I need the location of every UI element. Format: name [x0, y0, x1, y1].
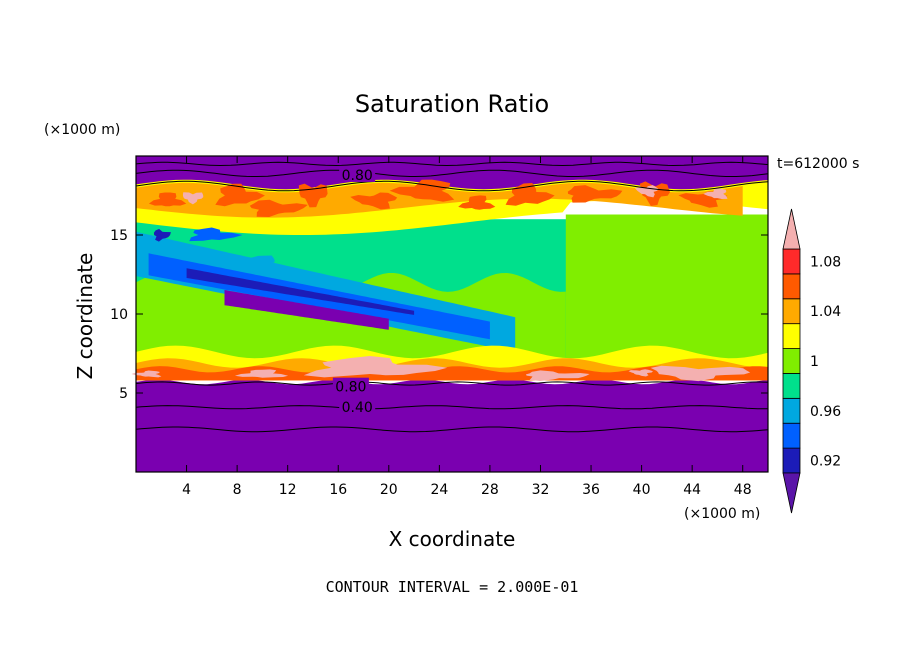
moist-pink-patch: [703, 188, 728, 199]
contour-line-lower: [135, 426, 769, 433]
moist-red-patch: [148, 192, 187, 207]
moist-red-patch: [350, 192, 398, 210]
contour-line-upper: [135, 161, 769, 167]
moist-red-patch: [458, 195, 496, 210]
colorbar-bin: [782, 298, 801, 325]
supersaturated-patch: [303, 356, 448, 378]
dry-blue-patch: [189, 227, 243, 242]
moist-red-patch: [215, 183, 265, 207]
x-tick-label: 12: [279, 482, 297, 498]
moist-pink-patch: [635, 185, 659, 198]
dry-streak-purple: [224, 290, 389, 330]
colorbar-bin: [782, 397, 801, 424]
contour-interval-label: CONTOUR INTERVAL = 2.000E-01: [326, 578, 579, 596]
y-tick-label: 15: [110, 228, 128, 244]
x-tick-label: 8: [233, 482, 242, 498]
colorbar: 0.92 0.96 1 1.04 1.08: [782, 208, 841, 514]
contour-line-lower: [135, 381, 769, 386]
colorbar-low-arrow: [782, 472, 801, 514]
colorbar-label: 0.96: [810, 404, 841, 420]
x-tick-label: 44: [683, 482, 701, 498]
contour-line-upper: [135, 180, 769, 192]
contour-label: 0.80: [335, 380, 366, 396]
x-axis-unit: (×1000 m): [684, 506, 760, 522]
contour-label-bg: [339, 165, 376, 182]
x-tick-label: 4: [182, 482, 191, 498]
colorbar-high-arrow: [782, 208, 801, 250]
dry-cyan-patch: [225, 255, 275, 273]
plot-area: [131, 156, 768, 472]
y-axis-unit: (×1000 m): [44, 122, 120, 138]
supersaturated-patch: [628, 369, 653, 377]
contour-line-upper: [135, 169, 769, 177]
contour-labels: 0.80 0.80 0.40: [332, 165, 376, 416]
dry-streak-navy: [186, 268, 415, 315]
y-axis-ticks: 5 10 15: [110, 228, 768, 402]
x-tick-label: 32: [532, 482, 550, 498]
lower-moist-band-red: [136, 366, 768, 381]
supersaturated-patch: [525, 370, 590, 381]
lower-dry-layer: [136, 379, 768, 472]
colorbar-bin: [782, 422, 801, 449]
moist-red-patch: [567, 185, 623, 203]
supersaturated-patch: [131, 370, 162, 378]
contour-line-lower: [135, 405, 768, 410]
moist-pink-patch: [182, 192, 204, 205]
colorbar-bin: [782, 373, 801, 399]
time-label: t=612000 s: [777, 156, 859, 172]
colorbar-label: 1.04: [810, 304, 841, 320]
x-tick-label: 24: [430, 482, 448, 498]
y-tick-label: 5: [119, 386, 128, 402]
supersaturated-patch: [650, 365, 751, 382]
x-tick-label: 40: [633, 482, 651, 498]
x-tick-label: 36: [582, 482, 600, 498]
x-axis-ticks: 4 8 12 16 20 24 28 32 36 40 44 48: [182, 156, 752, 498]
chart-title: Saturation Ratio: [355, 90, 549, 118]
colorbar-label: 0.92: [810, 454, 841, 470]
contour-label: 0.80: [342, 168, 373, 184]
moist-red-patch: [249, 199, 308, 217]
colorbar-bin: [782, 248, 801, 275]
colorbar-bin: [782, 323, 801, 349]
dry-blue-patch: [153, 228, 171, 242]
contour-label: 0.40: [342, 400, 373, 416]
field-light-green-east: [565, 214, 768, 374]
moist-red-patch: [389, 179, 455, 202]
colorbar-bin: [782, 348, 801, 374]
contour-label-bg: [339, 398, 376, 415]
contour-label-bg: [332, 377, 369, 394]
colorbar-label: 1.08: [810, 254, 841, 270]
x-tick-label: 28: [481, 482, 499, 498]
colorbar-label: 1: [810, 354, 819, 370]
x-tick-label: 48: [734, 482, 752, 498]
x-tick-label: 20: [380, 482, 398, 498]
y-axis-label: Z coordinate: [73, 253, 97, 380]
supersaturated-patch: [234, 369, 289, 378]
colorbar-bin: [782, 273, 801, 300]
x-axis-label: X coordinate: [389, 527, 516, 551]
colorbar-bin: [782, 447, 801, 474]
x-tick-label: 16: [329, 482, 347, 498]
y-tick-label: 10: [110, 307, 128, 323]
contour-lines: [135, 161, 769, 433]
